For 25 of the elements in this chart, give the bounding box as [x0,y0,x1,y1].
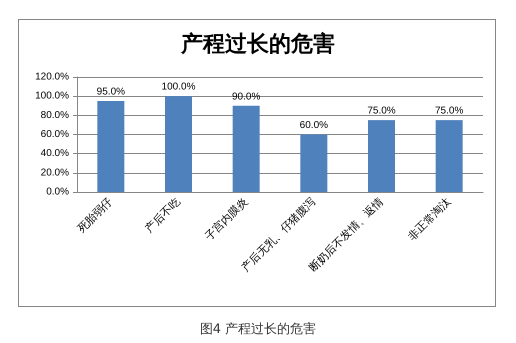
data-label: 90.0% [232,91,260,102]
x-tick-label: 死胎弱仔 [75,196,116,236]
data-label: 60.0% [300,120,328,131]
y-tick-label: 80.0% [40,110,70,121]
bar [97,100,124,192]
y-tick-label: 60.0% [40,129,70,140]
data-label: 75.0% [367,106,396,117]
caption: 图4 产程过长的危害 [200,321,316,337]
bar [300,134,328,192]
x-tick-label: 产后不吃 [142,195,183,236]
y-tick-label: 40.0% [40,148,70,160]
x-tick-label: 子宫内膜炎 [202,195,250,244]
y-tick-label: 20.0% [40,167,70,178]
chart-title: 产程过长的危害 [180,31,335,57]
bar [436,120,463,192]
data-label: 75.0% [434,106,464,117]
bar [165,96,192,192]
x-tick-label: 非正常淘汰 [405,195,454,244]
y-tick-label: 120.0% [35,72,70,82]
y-tick-label: 100.0% [35,90,70,102]
bar [232,106,260,192]
y-tick-label: 0.0% [46,186,70,198]
data-label: 95.0% [96,86,126,98]
bar [368,120,395,192]
data-label: 100.0% [162,82,196,93]
